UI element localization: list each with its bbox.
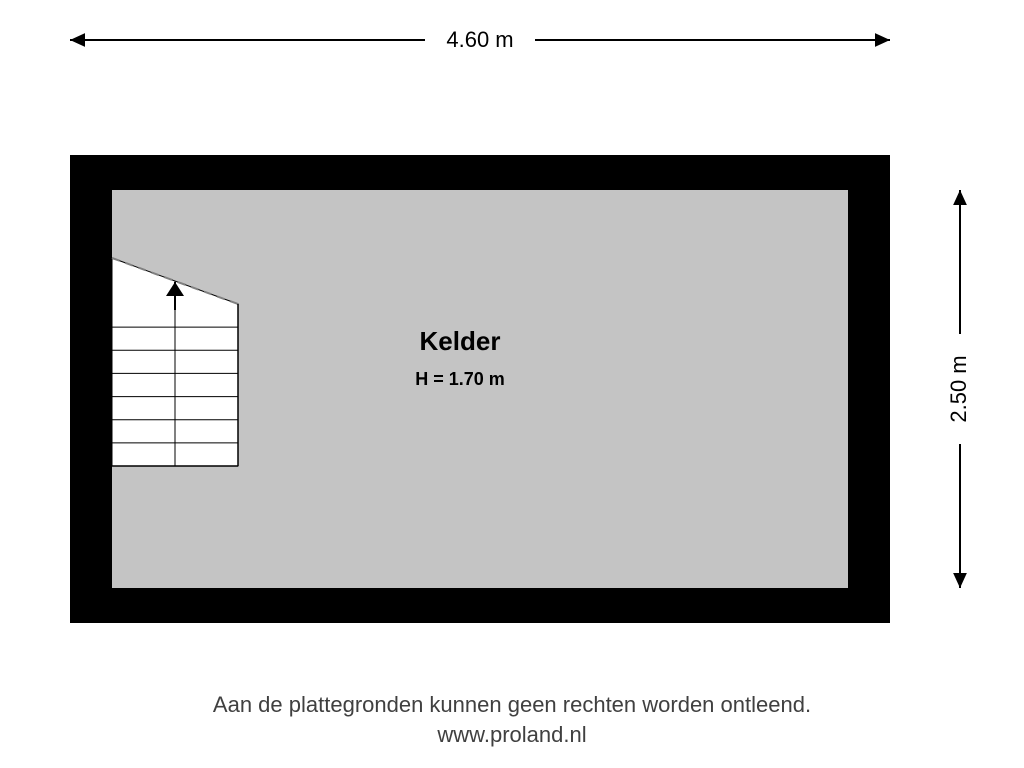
floorplan-canvas: Kelder H = 1.70 m 4.60 m 2.50 m Aan de plat… <box>0 0 1024 768</box>
arrow-up-icon <box>953 190 967 205</box>
disclaimer-text: Aan de plattegronden kunnen geen rechten… <box>0 690 1024 720</box>
website-text: www.proland.nl <box>0 720 1024 750</box>
arrow-right-icon <box>875 33 890 47</box>
floorplan-svg: Kelder H = 1.70 m 4.60 m 2.50 m <box>0 0 1024 768</box>
footer: Aan de plattegronden kunnen geen rechten… <box>0 690 1024 749</box>
arrow-down-icon <box>953 573 967 588</box>
arrow-left-icon <box>70 33 85 47</box>
dim-height-label: 2.50 m <box>946 355 971 422</box>
dim-width-label: 4.60 m <box>446 27 513 52</box>
room-name: Kelder <box>420 326 501 356</box>
room-height-label: H = 1.70 m <box>415 369 505 389</box>
